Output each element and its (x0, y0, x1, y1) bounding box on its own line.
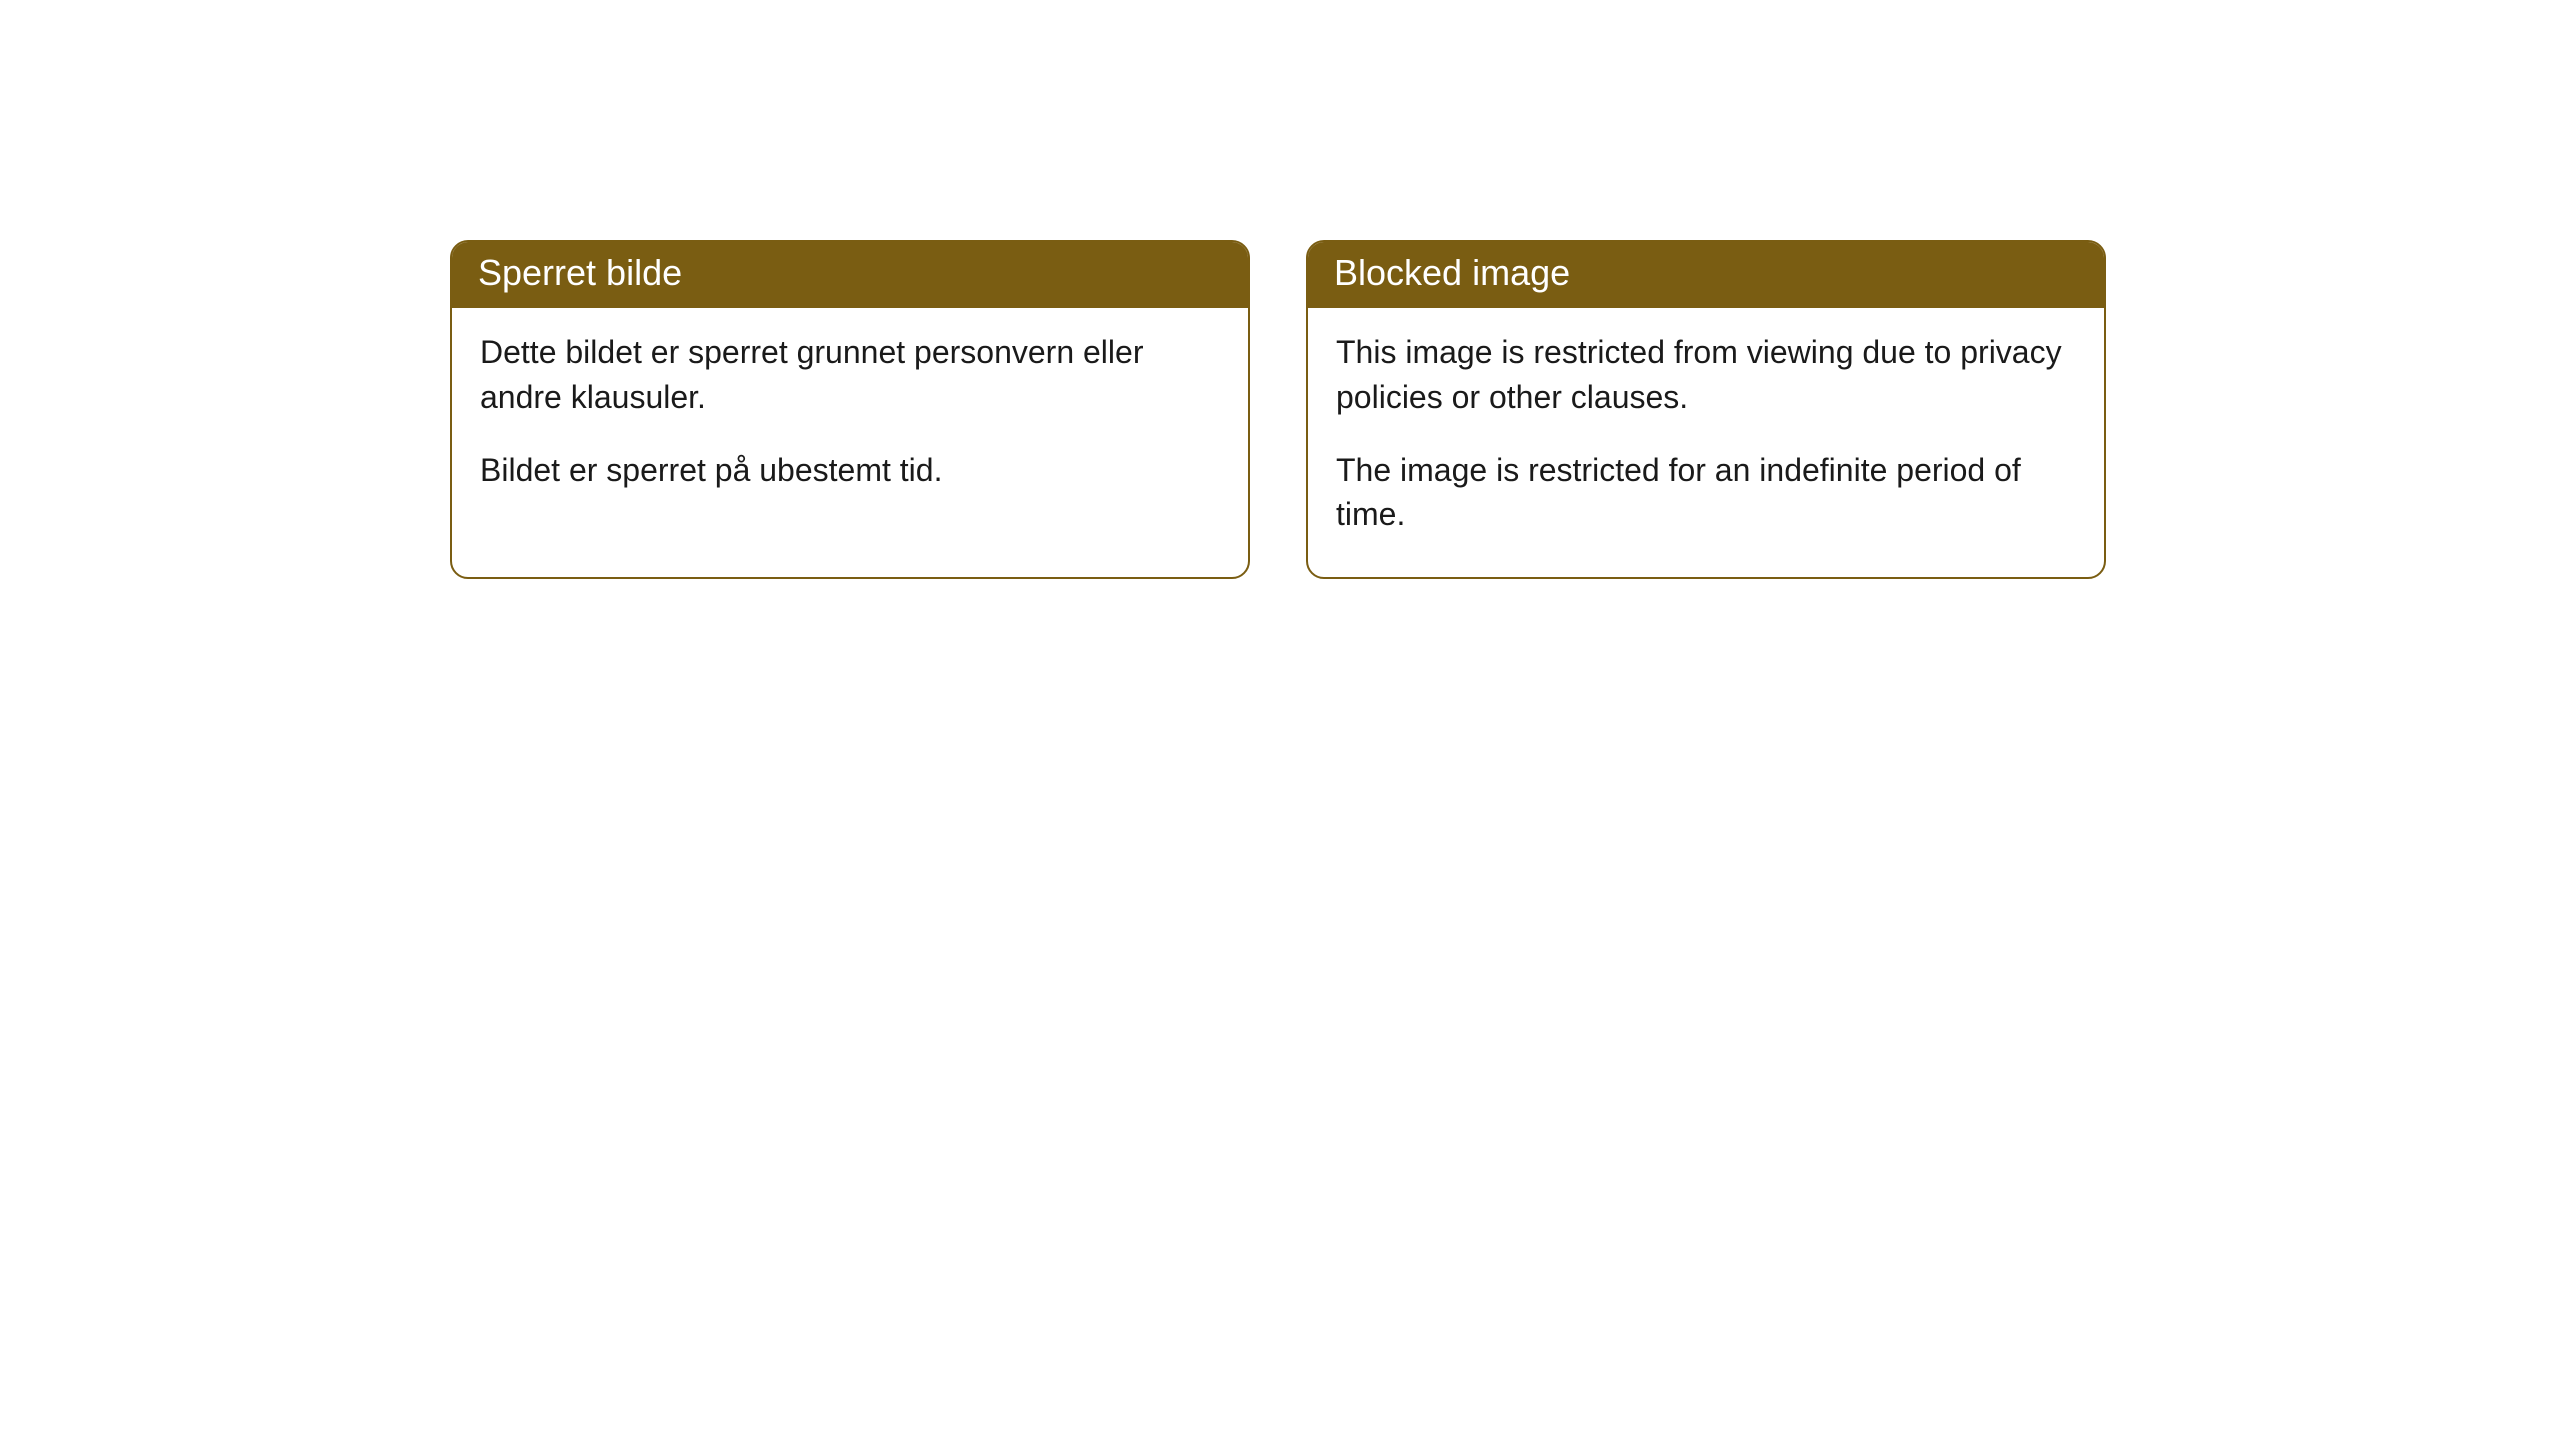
card-title-no: Sperret bilde (452, 242, 1248, 308)
card-body-no: Dette bildet er sperret grunnet personve… (452, 308, 1248, 532)
card-title-en: Blocked image (1308, 242, 2104, 308)
notice-cards-container: Sperret bilde Dette bildet er sperret gr… (450, 240, 2106, 579)
card-paragraph-no-1: Dette bildet er sperret grunnet personve… (480, 330, 1220, 420)
card-paragraph-en-2: The image is restricted for an indefinit… (1336, 448, 2076, 538)
card-body-en: This image is restricted from viewing du… (1308, 308, 2104, 577)
card-paragraph-en-1: This image is restricted from viewing du… (1336, 330, 2076, 420)
card-paragraph-no-2: Bildet er sperret på ubestemt tid. (480, 448, 1220, 493)
blocked-image-card-no: Sperret bilde Dette bildet er sperret gr… (450, 240, 1250, 579)
blocked-image-card-en: Blocked image This image is restricted f… (1306, 240, 2106, 579)
